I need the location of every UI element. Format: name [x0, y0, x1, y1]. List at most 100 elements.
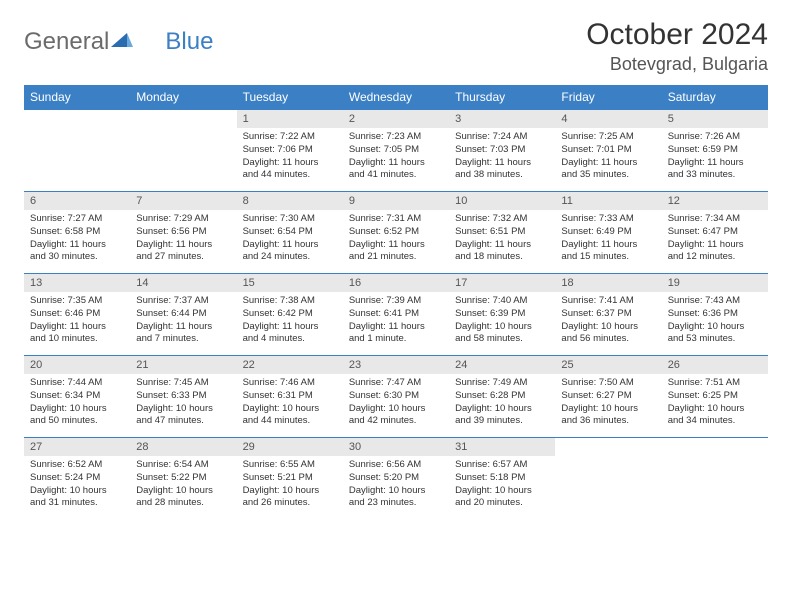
day-details: Sunrise: 7:49 AMSunset: 6:28 PMDaylight:… — [449, 374, 555, 432]
sunrise-text: Sunrise: 6:56 AM — [349, 459, 443, 472]
day-details: Sunrise: 7:31 AMSunset: 6:52 PMDaylight:… — [343, 210, 449, 268]
sunrise-text: Sunrise: 7:29 AM — [136, 213, 230, 226]
calendar-week-row: 6Sunrise: 7:27 AMSunset: 6:58 PMDaylight… — [24, 192, 768, 274]
title-block: October 2024 Botevgrad, Bulgaria — [586, 18, 768, 75]
day-header: Monday — [130, 85, 236, 110]
day-details: Sunrise: 7:22 AMSunset: 7:06 PMDaylight:… — [237, 128, 343, 186]
day-details: Sunrise: 6:56 AMSunset: 5:20 PMDaylight:… — [343, 456, 449, 514]
daylight-text: Daylight: 10 hours and 42 minutes. — [349, 403, 443, 429]
calendar-head: SundayMondayTuesdayWednesdayThursdayFrid… — [24, 85, 768, 110]
day-header: Friday — [555, 85, 661, 110]
daylight-text: Daylight: 10 hours and 47 minutes. — [136, 403, 230, 429]
sunrise-text: Sunrise: 7:30 AM — [243, 213, 337, 226]
calendar-day-cell: 27Sunrise: 6:52 AMSunset: 5:24 PMDayligh… — [24, 438, 130, 520]
sunrise-text: Sunrise: 7:37 AM — [136, 295, 230, 308]
day-number: 5 — [662, 110, 768, 128]
daylight-text: Daylight: 11 hours and 12 minutes. — [668, 239, 762, 265]
calendar-day-cell: 19Sunrise: 7:43 AMSunset: 6:36 PMDayligh… — [662, 274, 768, 356]
sunset-text: Sunset: 7:05 PM — [349, 144, 443, 157]
day-details: Sunrise: 7:51 AMSunset: 6:25 PMDaylight:… — [662, 374, 768, 432]
sunset-text: Sunset: 6:46 PM — [30, 308, 124, 321]
day-number: 30 — [343, 438, 449, 456]
daylight-text: Daylight: 10 hours and 50 minutes. — [30, 403, 124, 429]
calendar-day-cell: 3Sunrise: 7:24 AMSunset: 7:03 PMDaylight… — [449, 110, 555, 192]
calendar-day-cell: 11Sunrise: 7:33 AMSunset: 6:49 PMDayligh… — [555, 192, 661, 274]
calendar-table: SundayMondayTuesdayWednesdayThursdayFrid… — [24, 85, 768, 520]
day-details: Sunrise: 6:52 AMSunset: 5:24 PMDaylight:… — [24, 456, 130, 514]
day-number: 13 — [24, 274, 130, 292]
sunrise-text: Sunrise: 7:24 AM — [455, 131, 549, 144]
calendar-day-cell: 25Sunrise: 7:50 AMSunset: 6:27 PMDayligh… — [555, 356, 661, 438]
daylight-text: Daylight: 11 hours and 41 minutes. — [349, 157, 443, 183]
daylight-text: Daylight: 11 hours and 30 minutes. — [30, 239, 124, 265]
day-number: 16 — [343, 274, 449, 292]
sunrise-text: Sunrise: 7:38 AM — [243, 295, 337, 308]
calendar-day-cell: 5Sunrise: 7:26 AMSunset: 6:59 PMDaylight… — [662, 110, 768, 192]
day-number: 4 — [555, 110, 661, 128]
daylight-text: Daylight: 11 hours and 44 minutes. — [243, 157, 337, 183]
day-number: 14 — [130, 274, 236, 292]
calendar-day-cell: 14Sunrise: 7:37 AMSunset: 6:44 PMDayligh… — [130, 274, 236, 356]
daylight-text: Daylight: 10 hours and 26 minutes. — [243, 485, 337, 511]
sunrise-text: Sunrise: 7:49 AM — [455, 377, 549, 390]
day-number: 2 — [343, 110, 449, 128]
calendar-week-row: 20Sunrise: 7:44 AMSunset: 6:34 PMDayligh… — [24, 356, 768, 438]
calendar-day-cell: 8Sunrise: 7:30 AMSunset: 6:54 PMDaylight… — [237, 192, 343, 274]
calendar-day-cell: 4Sunrise: 7:25 AMSunset: 7:01 PMDaylight… — [555, 110, 661, 192]
sunrise-text: Sunrise: 7:27 AM — [30, 213, 124, 226]
calendar-day-cell: 24Sunrise: 7:49 AMSunset: 6:28 PMDayligh… — [449, 356, 555, 438]
daylight-text: Daylight: 10 hours and 53 minutes. — [668, 321, 762, 347]
sunset-text: Sunset: 6:59 PM — [668, 144, 762, 157]
day-number: 31 — [449, 438, 555, 456]
day-number: 7 — [130, 192, 236, 210]
logo: General Blue — [24, 28, 213, 56]
day-number: 17 — [449, 274, 555, 292]
calendar-day-cell: 30Sunrise: 6:56 AMSunset: 5:20 PMDayligh… — [343, 438, 449, 520]
day-details: Sunrise: 7:25 AMSunset: 7:01 PMDaylight:… — [555, 128, 661, 186]
sunrise-text: Sunrise: 7:34 AM — [668, 213, 762, 226]
daylight-text: Daylight: 11 hours and 33 minutes. — [668, 157, 762, 183]
daylight-text: Daylight: 10 hours and 36 minutes. — [561, 403, 655, 429]
day-details: Sunrise: 6:55 AMSunset: 5:21 PMDaylight:… — [237, 456, 343, 514]
calendar-day-cell: 12Sunrise: 7:34 AMSunset: 6:47 PMDayligh… — [662, 192, 768, 274]
day-number: 22 — [237, 356, 343, 374]
logo-triangle-icon — [111, 28, 133, 56]
sunset-text: Sunset: 6:51 PM — [455, 226, 549, 239]
daylight-text: Daylight: 11 hours and 35 minutes. — [561, 157, 655, 183]
sunrise-text: Sunrise: 7:47 AM — [349, 377, 443, 390]
day-number: 11 — [555, 192, 661, 210]
day-details: Sunrise: 7:47 AMSunset: 6:30 PMDaylight:… — [343, 374, 449, 432]
day-header: Wednesday — [343, 85, 449, 110]
daylight-text: Daylight: 11 hours and 7 minutes. — [136, 321, 230, 347]
sunrise-text: Sunrise: 7:44 AM — [30, 377, 124, 390]
sunset-text: Sunset: 6:31 PM — [243, 390, 337, 403]
calendar-day-cell: 31Sunrise: 6:57 AMSunset: 5:18 PMDayligh… — [449, 438, 555, 520]
sunset-text: Sunset: 6:54 PM — [243, 226, 337, 239]
sunrise-text: Sunrise: 7:50 AM — [561, 377, 655, 390]
sunset-text: Sunset: 5:18 PM — [455, 472, 549, 485]
daylight-text: Daylight: 10 hours and 23 minutes. — [349, 485, 443, 511]
daylight-text: Daylight: 11 hours and 24 minutes. — [243, 239, 337, 265]
sunset-text: Sunset: 6:28 PM — [455, 390, 549, 403]
day-details: Sunrise: 7:23 AMSunset: 7:05 PMDaylight:… — [343, 128, 449, 186]
sunset-text: Sunset: 5:22 PM — [136, 472, 230, 485]
daylight-text: Daylight: 10 hours and 56 minutes. — [561, 321, 655, 347]
calendar-day-cell: 2Sunrise: 7:23 AMSunset: 7:05 PMDaylight… — [343, 110, 449, 192]
day-details: Sunrise: 7:40 AMSunset: 6:39 PMDaylight:… — [449, 292, 555, 350]
day-details: Sunrise: 7:39 AMSunset: 6:41 PMDaylight:… — [343, 292, 449, 350]
calendar-week-row: 27Sunrise: 6:52 AMSunset: 5:24 PMDayligh… — [24, 438, 768, 520]
sunrise-text: Sunrise: 7:32 AM — [455, 213, 549, 226]
calendar-day-cell: 21Sunrise: 7:45 AMSunset: 6:33 PMDayligh… — [130, 356, 236, 438]
day-number: 23 — [343, 356, 449, 374]
sunrise-text: Sunrise: 6:57 AM — [455, 459, 549, 472]
sunset-text: Sunset: 6:33 PM — [136, 390, 230, 403]
day-number: 1 — [237, 110, 343, 128]
sunset-text: Sunset: 6:25 PM — [668, 390, 762, 403]
day-number: 25 — [555, 356, 661, 374]
day-details: Sunrise: 7:33 AMSunset: 6:49 PMDaylight:… — [555, 210, 661, 268]
month-title: October 2024 — [586, 18, 768, 52]
day-details: Sunrise: 6:57 AMSunset: 5:18 PMDaylight:… — [449, 456, 555, 514]
sunset-text: Sunset: 6:37 PM — [561, 308, 655, 321]
calendar-day-cell: 7Sunrise: 7:29 AMSunset: 6:56 PMDaylight… — [130, 192, 236, 274]
calendar-day-cell: 18Sunrise: 7:41 AMSunset: 6:37 PMDayligh… — [555, 274, 661, 356]
